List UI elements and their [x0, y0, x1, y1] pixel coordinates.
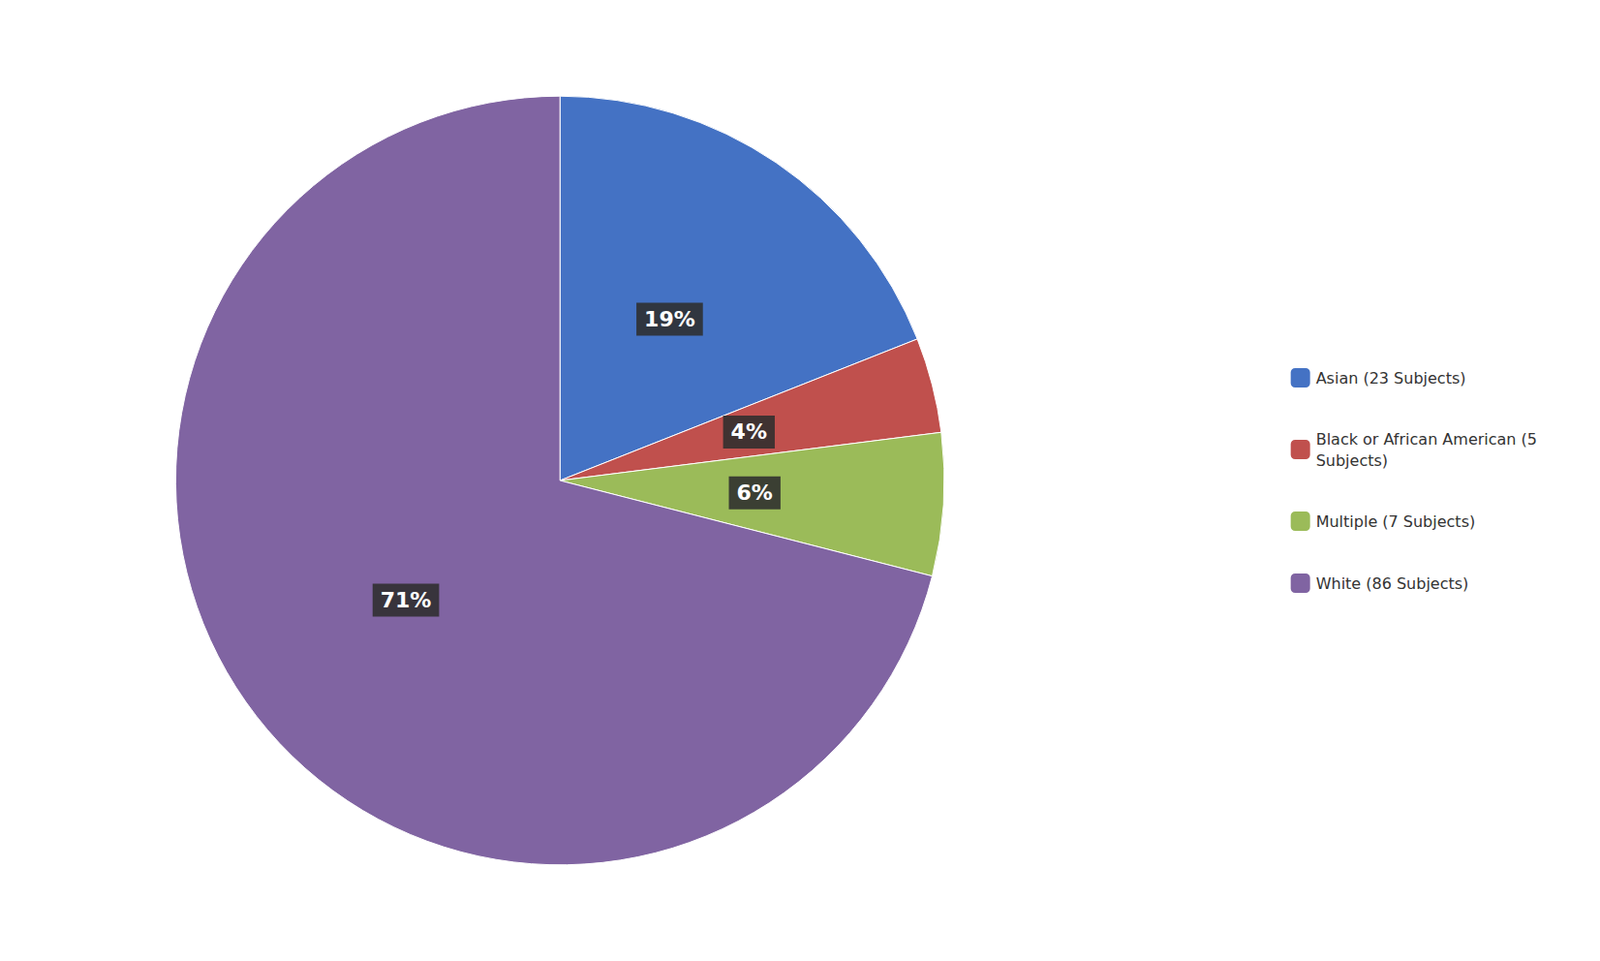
svg-text:71%: 71% — [380, 587, 432, 613]
svg-text:Multiple (7 Subjects): Multiple (7 Subjects) — [1316, 512, 1477, 531]
svg-text:19%: 19% — [644, 307, 696, 332]
svg-text:White (86 Subjects): White (86 Subjects) — [1316, 574, 1470, 593]
svg-text:Black or African American (5: Black or African American (5 — [1316, 430, 1538, 449]
svg-text:4%: 4% — [731, 419, 768, 444]
svg-text:Asian (23 Subjects): Asian (23 Subjects) — [1316, 369, 1467, 388]
svg-text:6%: 6% — [737, 480, 773, 505]
svg-text:Subjects): Subjects) — [1316, 451, 1388, 470]
